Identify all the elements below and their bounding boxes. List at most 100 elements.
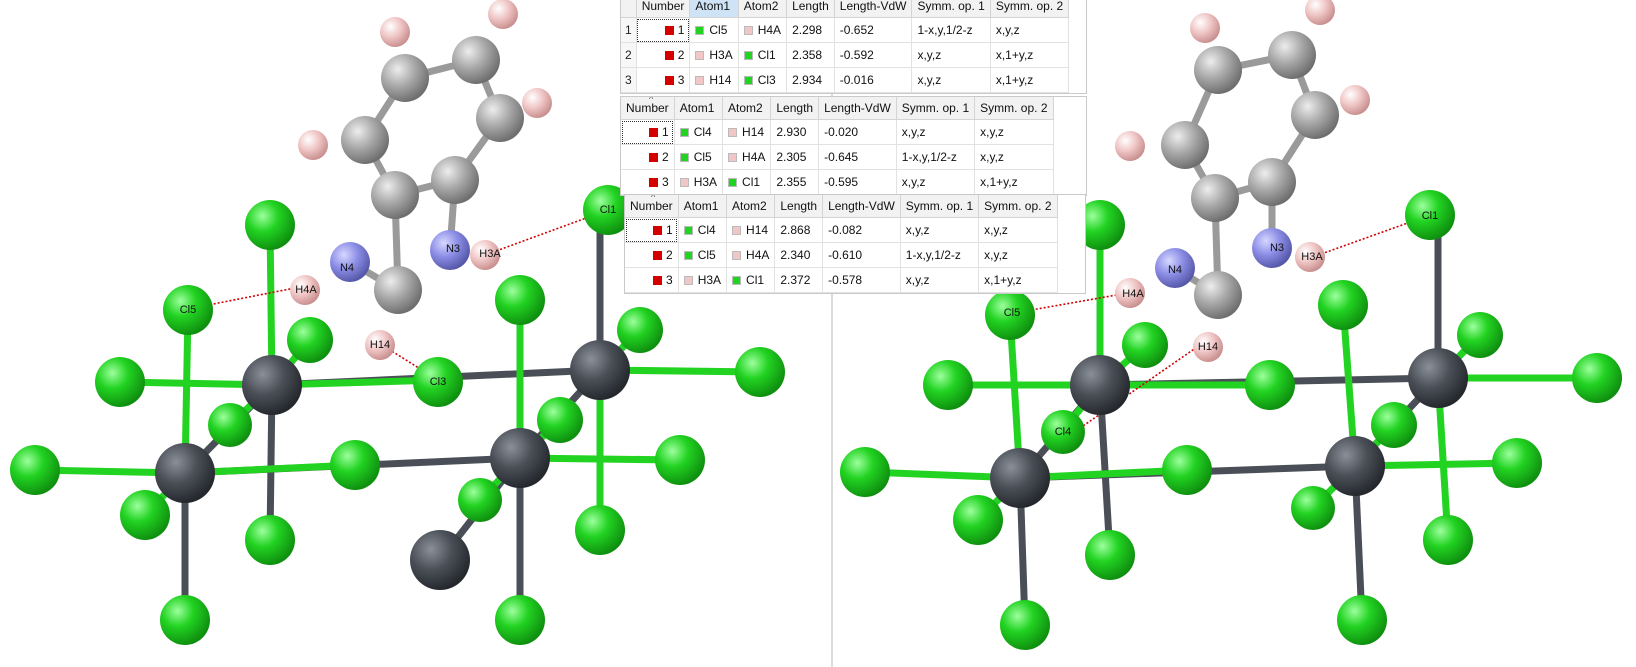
col-number[interactable]: Number: [625, 195, 679, 218]
atom2-cell[interactable]: H4A: [738, 17, 788, 43]
atom2-cell[interactable]: H14: [726, 217, 776, 243]
contacts-table-2[interactable]: ^ Number Atom1 Atom2 Length Length-VdW S…: [620, 96, 1087, 196]
col-atom1[interactable]: Atom1: [678, 195, 728, 218]
col-symm-op-1[interactable]: Symm. op. 1: [896, 97, 976, 120]
length-cell[interactable]: 2.305: [770, 144, 820, 170]
atom1-cell[interactable]: Cl5: [674, 144, 724, 170]
number-cell[interactable]: 2: [621, 144, 675, 170]
length-vdw-cell[interactable]: -0.016: [834, 67, 913, 93]
atom2-cell[interactable]: Cl3: [738, 67, 788, 93]
length-cell[interactable]: 2.934: [786, 67, 835, 93]
label-h3a-right: H3A: [1301, 251, 1323, 263]
symm-op-1-cell[interactable]: 1-x,y,1/2-z: [911, 17, 991, 43]
col-length-vdw[interactable]: Length-VdW: [822, 195, 901, 218]
col-atom2[interactable]: Atom2: [722, 97, 772, 120]
table-row[interactable]: 2 Cl5 H4A 2.340 -0.610 1-x,y,1/2-z x,y,z: [625, 242, 1058, 268]
symm-op-2-cell[interactable]: x,y,z: [978, 242, 1058, 268]
col-length-vdw[interactable]: Length-VdW: [834, 0, 913, 18]
table-row[interactable]: 1 1 Cl5 H4A 2.298 -0.652 1-x,y,1/2-z x,y,z: [621, 17, 1070, 43]
number-cell[interactable]: 3: [625, 267, 679, 293]
symm-op-1-cell[interactable]: 1-x,y,1/2-z: [900, 242, 980, 268]
length-vdw-cell[interactable]: -0.652: [834, 17, 913, 43]
number-cell[interactable]: 2: [625, 242, 679, 268]
symm-op-2-cell[interactable]: x,1+y,z: [978, 267, 1058, 293]
table-row[interactable]: 2 Cl5 H4A 2.305 -0.645 1-x,y,1/2-z x,y,z: [621, 144, 1054, 170]
length-cell[interactable]: 2.355: [770, 169, 820, 195]
symm-op-1-cell[interactable]: 1-x,y,1/2-z: [896, 144, 976, 170]
number-cell[interactable]: 1: [621, 119, 675, 145]
atom1-cell[interactable]: Cl5: [689, 17, 739, 43]
length-vdw-cell[interactable]: -0.578: [822, 267, 901, 293]
col-length[interactable]: Length: [786, 0, 835, 18]
element-swatch-icon: [695, 76, 705, 86]
col-symm-op-2[interactable]: Symm. op. 2: [978, 195, 1058, 218]
length-vdw-cell[interactable]: -0.595: [818, 169, 897, 195]
table-row[interactable]: 3 H3A Cl1 2.355 -0.595 x,y,z x,1+y,z: [621, 169, 1054, 195]
atom2-cell[interactable]: H14: [722, 119, 772, 145]
col-number[interactable]: Number: [621, 97, 675, 120]
symm-op-1-cell[interactable]: x,y,z: [911, 42, 991, 68]
atom1-cell[interactable]: H3A: [678, 267, 728, 293]
table-row[interactable]: 1 Cl4 H14 2.868 -0.082 x,y,z x,y,z: [625, 217, 1058, 243]
col-symm-op-1[interactable]: Symm. op. 1: [911, 0, 991, 18]
table-row[interactable]: 2 2 H3A Cl1 2.358 -0.592 x,y,z x,1+y,z: [621, 42, 1070, 68]
atom-h3a-right: [1295, 242, 1325, 272]
symm-op-1-cell[interactable]: x,y,z: [896, 169, 976, 195]
number-cell[interactable]: 3: [621, 169, 675, 195]
table-row[interactable]: 3 H3A Cl1 2.372 -0.578 x,y,z x,1+y,z: [625, 267, 1058, 293]
symm-op-1-cell[interactable]: x,y,z: [911, 67, 991, 93]
col-atom2[interactable]: Atom2: [738, 0, 788, 18]
length-vdw-cell[interactable]: -0.020: [818, 119, 897, 145]
symm-op-2-cell[interactable]: x,1+y,z: [990, 42, 1070, 68]
length-cell[interactable]: 2.868: [774, 217, 824, 243]
length-cell[interactable]: 2.298: [786, 17, 835, 43]
atom1-cell[interactable]: H14: [689, 67, 739, 93]
number-cell[interactable]: 3: [636, 67, 691, 93]
symm-op-1-cell[interactable]: x,y,z: [900, 267, 980, 293]
col-atom2[interactable]: Atom2: [726, 195, 776, 218]
atom2-cell[interactable]: H4A: [726, 242, 776, 268]
col-length[interactable]: Length: [774, 195, 824, 218]
number-cell[interactable]: 1: [625, 217, 679, 243]
length-vdw-cell[interactable]: -0.592: [834, 42, 913, 68]
contacts-table-1[interactable]: Number Atom1 Atom2 Length Length-VdW Sym…: [620, 0, 1087, 94]
atom2-cell[interactable]: Cl1: [722, 169, 772, 195]
length-vdw-cell[interactable]: -0.082: [822, 217, 901, 243]
col-number[interactable]: Number: [636, 0, 691, 18]
table-row[interactable]: 1 Cl4 H14 2.930 -0.020 x,y,z x,y,z: [621, 119, 1054, 145]
symm-op-1-cell[interactable]: x,y,z: [900, 217, 980, 243]
atom1-cell[interactable]: Cl4: [674, 119, 724, 145]
col-length[interactable]: Length: [770, 97, 820, 120]
atom1-cell[interactable]: H3A: [674, 169, 724, 195]
col-atom1[interactable]: Atom1: [689, 0, 739, 18]
length-vdw-cell[interactable]: -0.645: [818, 144, 897, 170]
atom1-cell[interactable]: Cl4: [678, 217, 728, 243]
col-symm-op-1[interactable]: Symm. op. 1: [900, 195, 980, 218]
length-cell[interactable]: 2.372: [774, 267, 824, 293]
symm-op-2-cell[interactable]: x,1+y,z: [990, 67, 1070, 93]
symm-op-2-cell[interactable]: x,y,z: [974, 119, 1054, 145]
atom2-cell[interactable]: Cl1: [726, 267, 776, 293]
symm-op-2-cell[interactable]: x,y,z: [974, 144, 1054, 170]
number-cell[interactable]: 2: [636, 42, 691, 68]
length-cell[interactable]: 2.340: [774, 242, 824, 268]
length-cell[interactable]: 2.358: [786, 42, 835, 68]
col-symm-op-2[interactable]: Symm. op. 2: [974, 97, 1054, 120]
table-row[interactable]: 3 3 H14 Cl3 2.934 -0.016 x,y,z x,1+y,z: [621, 67, 1070, 93]
length-vdw-cell[interactable]: -0.610: [822, 242, 901, 268]
atom2-cell[interactable]: H4A: [722, 144, 772, 170]
col-atom1[interactable]: Atom1: [674, 97, 724, 120]
col-length-vdw[interactable]: Length-VdW: [818, 97, 897, 120]
atom2-cell[interactable]: Cl1: [738, 42, 788, 68]
atom1-cell[interactable]: Cl5: [678, 242, 728, 268]
symm-op-1-cell[interactable]: x,y,z: [896, 119, 976, 145]
number-cell[interactable]: 1: [636, 17, 691, 43]
symm-op-2-cell[interactable]: x,y,z: [978, 217, 1058, 243]
length-cell[interactable]: 2.930: [770, 119, 820, 145]
contacts-table-3[interactable]: ^ Number Atom1 Atom2 Length Length-VdW S…: [624, 194, 1086, 294]
symm-op-2-cell[interactable]: x,y,z: [990, 17, 1070, 43]
symm-op-2-cell[interactable]: x,1+y,z: [974, 169, 1054, 195]
atom1-cell[interactable]: H3A: [689, 42, 739, 68]
col-symm-op-2[interactable]: Symm. op. 2: [990, 0, 1070, 18]
